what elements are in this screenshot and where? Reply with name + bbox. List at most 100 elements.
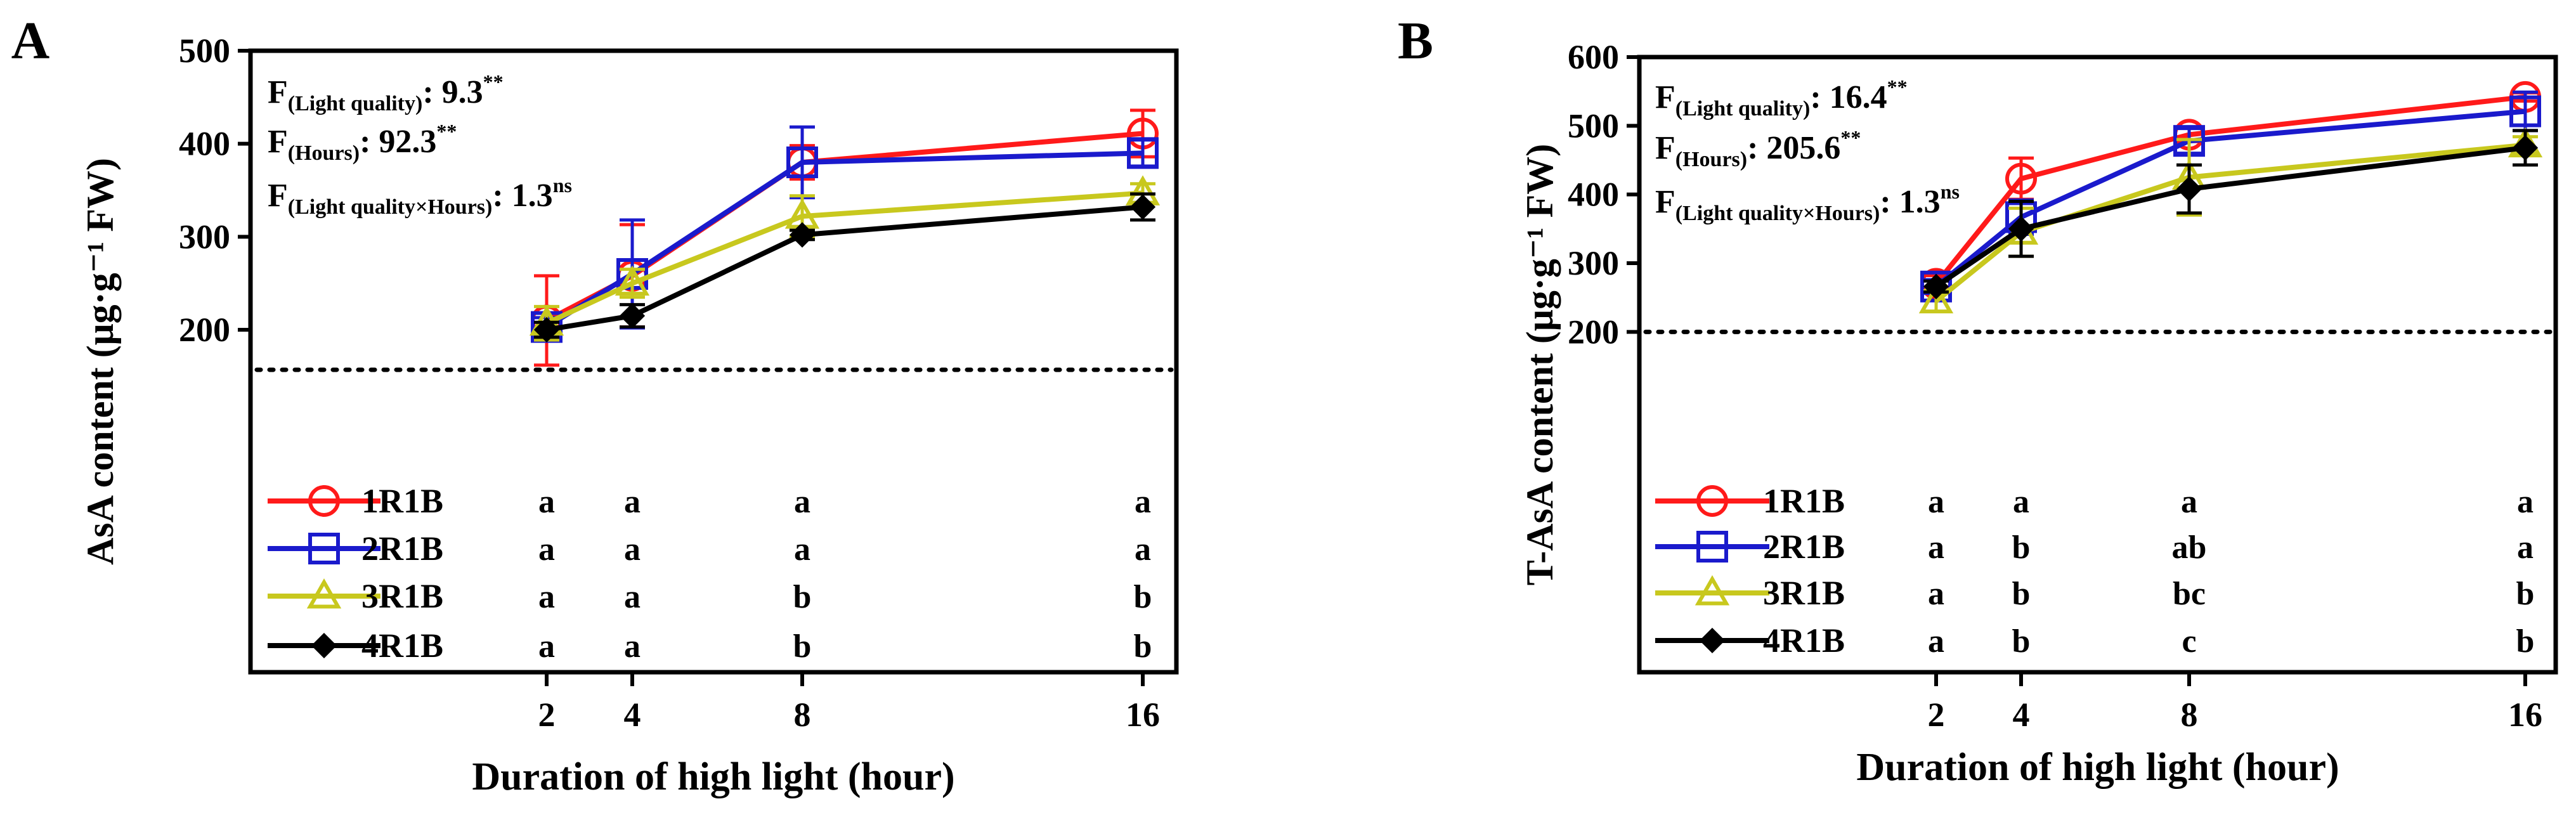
data-point [789, 222, 816, 248]
significance-letter: a [538, 628, 555, 665]
stat-subscript: (Light quality×Hours) [288, 195, 493, 219]
significance-letter: a [624, 531, 641, 568]
significance-letter: a [1928, 484, 1944, 520]
y-tick-label: 200 [179, 311, 230, 349]
panel-label: A [11, 11, 50, 70]
y-tick-label: 300 [1568, 244, 1619, 282]
x-tick-label: 16 [1126, 696, 1160, 734]
significance-letter: a [1928, 530, 1944, 566]
significance-letter: a [624, 484, 641, 520]
x-tick-label: 4 [624, 696, 641, 734]
stat-subscript: (Hours) [1675, 148, 1747, 171]
significance-letter: c [2182, 623, 2196, 660]
legend-item-1R1B: 1R1B a a a a [1655, 482, 2534, 520]
y-axis-title: T-AsA content (μg·g⁻¹ FW) [1519, 144, 1561, 585]
significance-letter: b [2012, 623, 2031, 660]
series-line [1934, 145, 2526, 289]
significance-letter: a [538, 579, 555, 615]
stat-value: : 92.3 [360, 124, 436, 160]
stat-f: F [1655, 79, 1675, 115]
series-line [1934, 142, 2526, 303]
data-point [1127, 137, 1159, 169]
significance-letter: a [2013, 484, 2029, 520]
x-axis-title: Duration of high light (hour) [472, 755, 954, 798]
data-point [2005, 162, 2037, 195]
significance-letter: a [538, 531, 555, 568]
stat-subscript: (Light quality×Hours) [1675, 202, 1880, 225]
stat-value: : 9.3 [422, 74, 483, 110]
y-tick-label: 400 [1568, 176, 1619, 214]
y-tick-label: 300 [179, 218, 230, 256]
stat-line: F(Light quality): 16.4** [1655, 75, 1908, 120]
data-point [1918, 283, 1954, 314]
x-axis-title: Duration of high light (hour) [1856, 746, 2339, 789]
stat-subscript: (Hours) [288, 141, 360, 165]
legend-item-4R1B: 4R1B a b c b [1655, 621, 2534, 660]
legend-item-1R1B: 1R1B a a a a [268, 482, 1151, 520]
significance-letter: a [1928, 623, 1944, 660]
data-point [619, 302, 646, 329]
significance-letter: b [793, 628, 812, 665]
series-4R1B [1923, 129, 2539, 299]
significance-letter: a [2517, 484, 2534, 520]
data-point [615, 265, 650, 296]
significance-letter: a [794, 484, 810, 520]
stat-value: : 1.3 [492, 178, 552, 214]
stat-line: F(Light quality): 9.3** [268, 70, 504, 115]
series-line [1934, 108, 2526, 289]
y-tick-label: 500 [179, 32, 230, 70]
legend-label: 1R1B [1763, 482, 1845, 520]
stat-value: : 16.4 [1810, 79, 1887, 115]
legend-label: 3R1B [361, 577, 443, 615]
significance-letter: b [1134, 628, 1152, 665]
stat-f: F [268, 178, 288, 214]
legend-marker [1699, 627, 1726, 654]
significance-letter: a [794, 531, 810, 568]
x-tick-label: 2 [538, 696, 556, 734]
significance-letter: a [1135, 484, 1151, 520]
series-line [545, 190, 1143, 326]
y-tick-label: 400 [179, 125, 230, 163]
data-point [1129, 194, 1156, 220]
x-tick-label: 8 [2181, 696, 2198, 734]
series-line [546, 204, 1143, 332]
y-tick-label: 500 [1568, 107, 1619, 145]
stat-line: F(Light quality×Hours): 1.3ns [268, 174, 572, 219]
significance-letter: a [1928, 576, 1944, 612]
legend-item-2R1B: 2R1B a b ab a [1655, 528, 2534, 566]
x-tick-label: 4 [2013, 696, 2030, 734]
stat-line: F(Light quality×Hours): 1.3ns [1655, 180, 1960, 225]
legend-marker [1695, 575, 1730, 606]
x-tick-label: 16 [2508, 696, 2542, 734]
legend-item-3R1B: 3R1B a b bc b [1655, 574, 2534, 612]
stat-significance: ** [436, 120, 457, 143]
significance-letter: b [793, 579, 812, 615]
legend-label: 2R1B [361, 530, 443, 568]
data-point [2176, 176, 2202, 202]
legend-item-2R1B: 2R1B a a a a [268, 530, 1151, 568]
stat-significance: ** [1887, 75, 1908, 98]
panel-A: A 200 300 400 500 2 4 8 16 Duration of high light… [11, 11, 1179, 798]
significance-letter: a [538, 484, 555, 520]
stat-value: : 1.3 [1880, 184, 1940, 220]
legend-marker [1696, 531, 1728, 563]
stat-significance: ns [553, 174, 572, 197]
y-axis-title: AsA content (μg·g⁻¹ FW) [79, 158, 121, 565]
stat-significance: ** [1840, 126, 1861, 149]
legend-label: 1R1B [361, 482, 443, 520]
stat-f: F [1655, 184, 1675, 220]
significance-letter: a [624, 628, 641, 665]
stat-value: : 205.6 [1747, 130, 1840, 166]
stat-line: F(Hours): 92.3** [268, 120, 457, 165]
significance-letter: bc [2173, 576, 2206, 612]
data-point [2008, 216, 2034, 242]
series-2R1B [531, 125, 1159, 343]
x-tick-label: 8 [794, 696, 811, 734]
legend-item-4R1B: 4R1B a a b b [268, 627, 1152, 665]
significance-letter: a [2517, 530, 2534, 566]
data-point [2509, 95, 2541, 127]
panel-label: B [1398, 11, 1433, 70]
legend-label: 4R1B [361, 627, 443, 665]
x-tick-label: 2 [1928, 696, 1945, 734]
